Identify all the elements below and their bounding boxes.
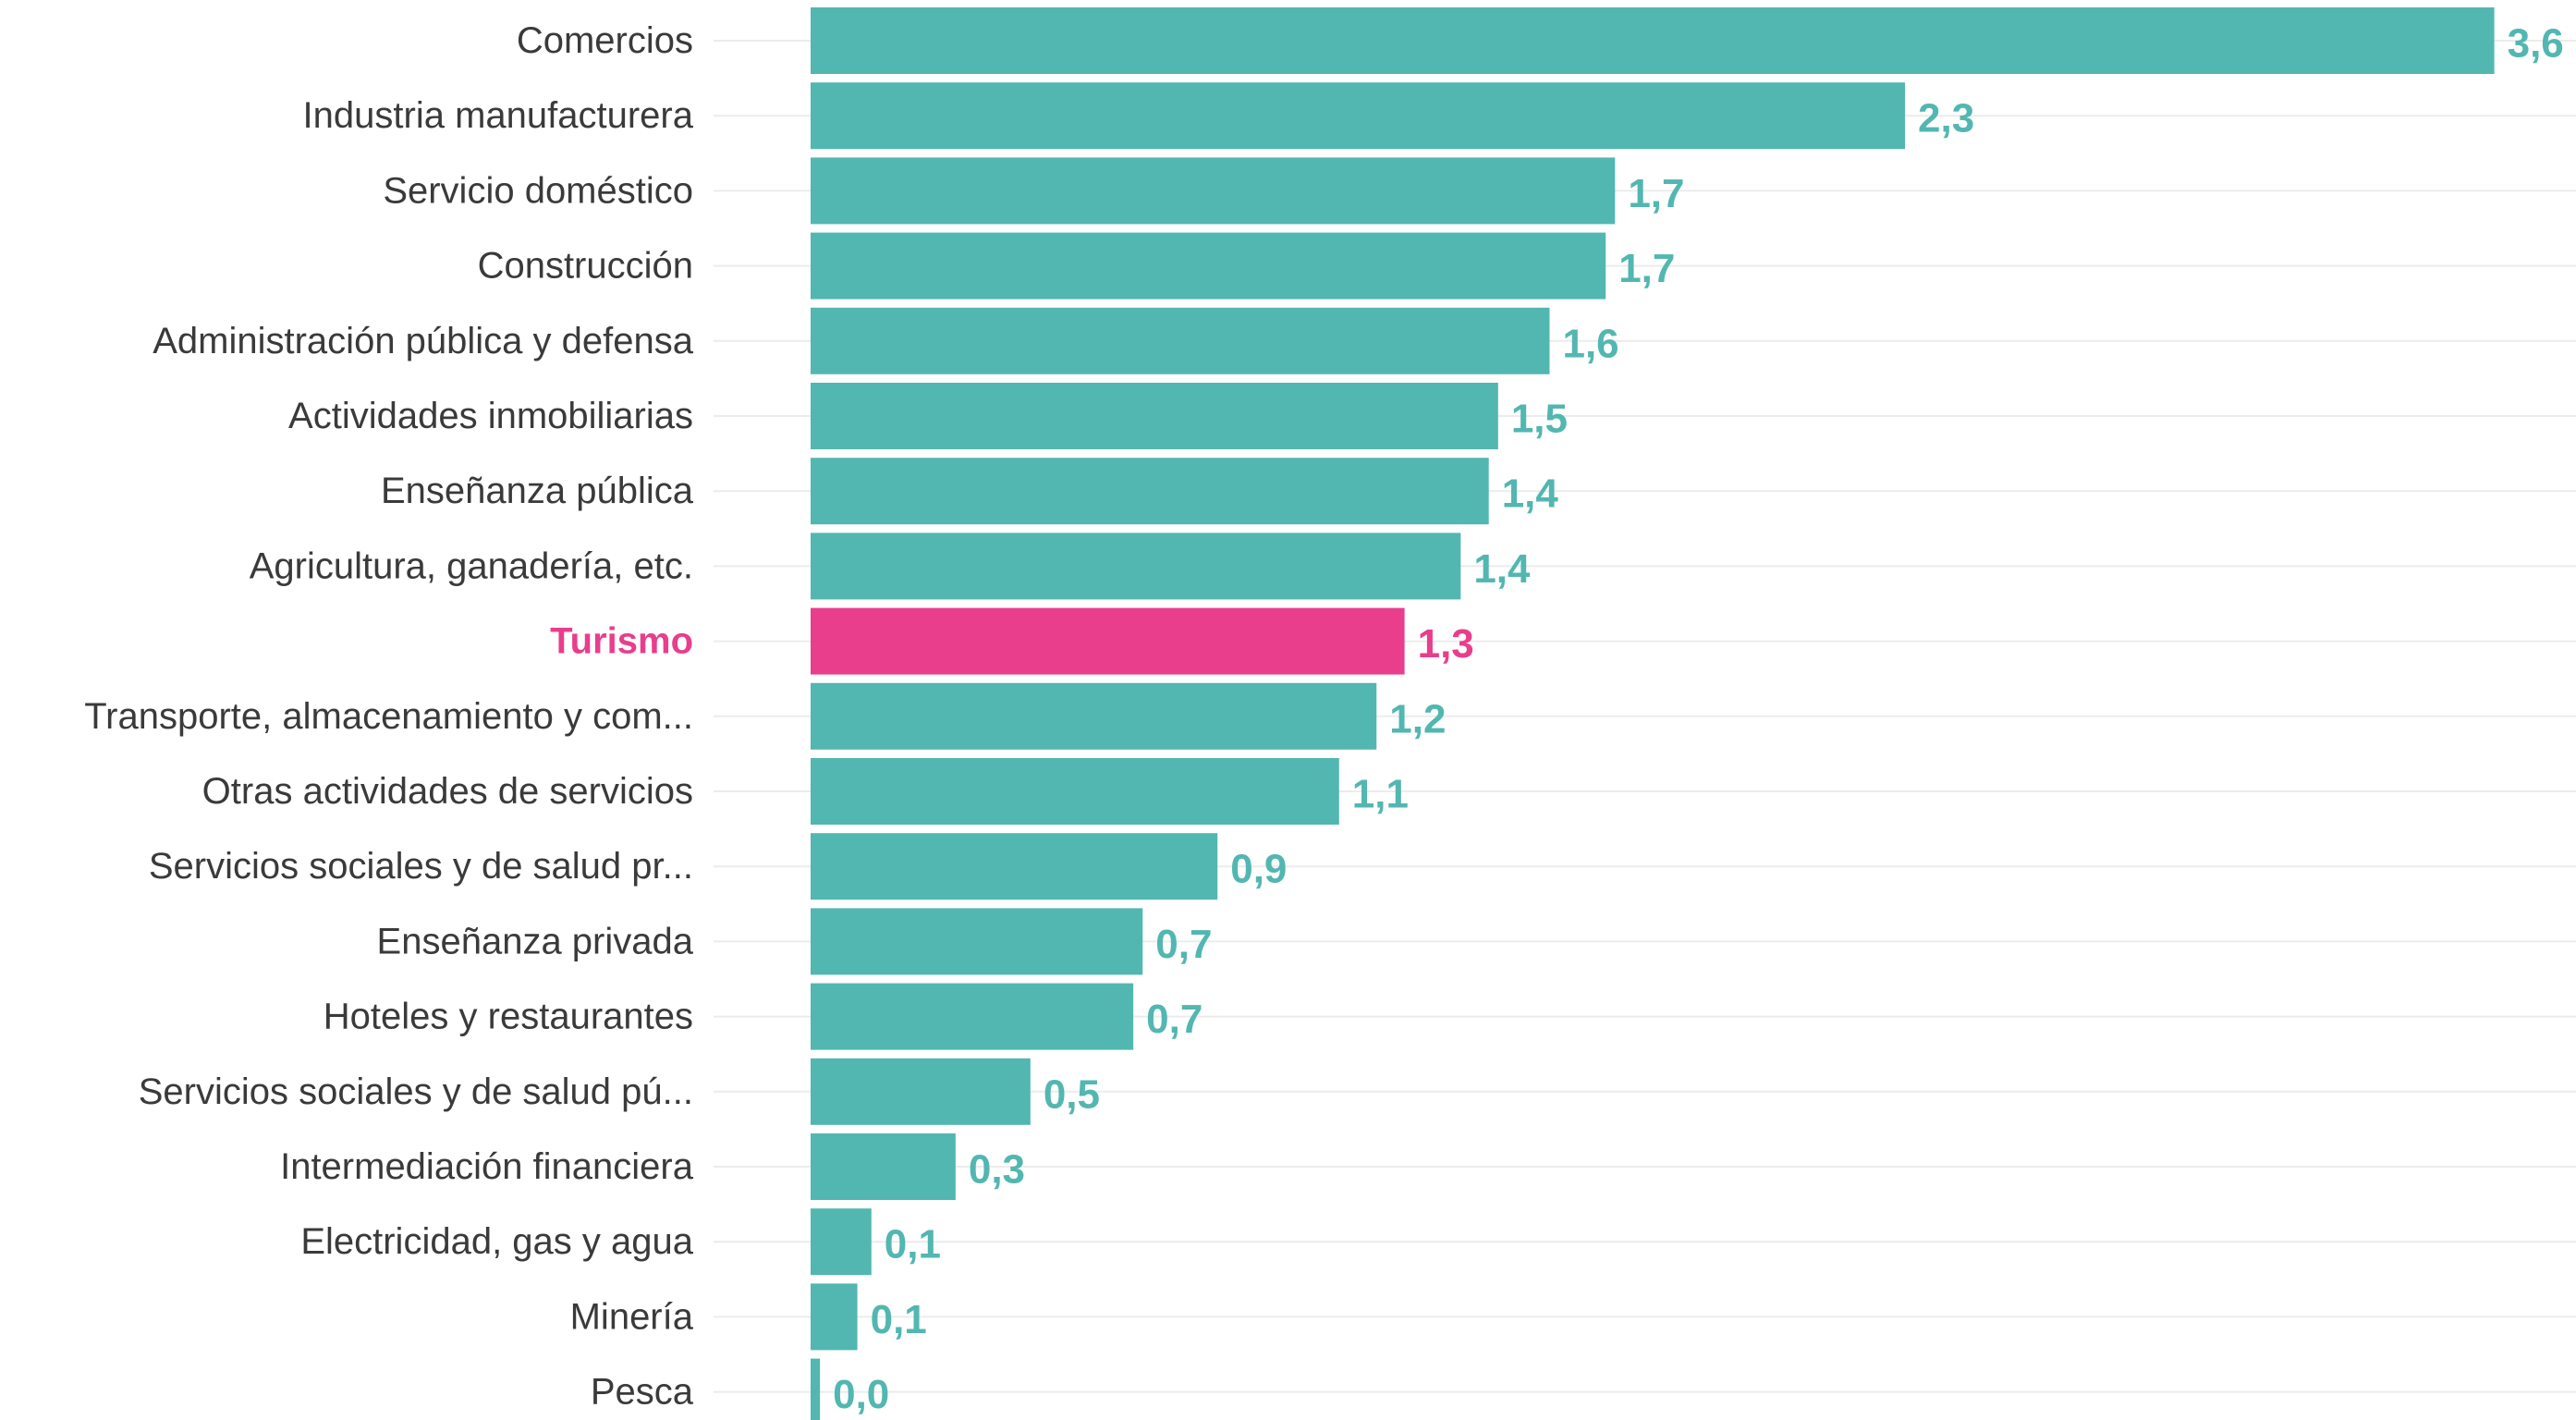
bar-hoteles-y-restaurantes <box>811 983 1134 1050</box>
category-label-actividades-inmobiliarias: Actividades inmobiliarias <box>288 396 693 436</box>
value-label-construccion: 1,7 <box>1618 246 1675 291</box>
category-label-mineria: Minería <box>570 1296 694 1337</box>
value-labels: 3,62,31,71,71,61,51,41,41,31,21,10,90,70… <box>833 21 2564 1418</box>
value-label-servicios-sociales-y-de-salud-pu: 0,5 <box>1044 1071 1100 1117</box>
category-label-servicios-sociales-y-de-salud-pu: Servicios sociales y de salud pú... <box>139 1071 693 1112</box>
value-label-intermediacion-financiera: 0,3 <box>969 1147 1025 1193</box>
value-label-servicios-sociales-y-de-salud-pr: 0,9 <box>1230 847 1287 892</box>
category-label-hoteles-y-restaurantes: Hoteles y restaurantes <box>324 997 693 1037</box>
bar-administracion-publica-y-defensa <box>811 307 1550 374</box>
value-label-ensenanza-privada: 0,7 <box>1155 922 1212 967</box>
value-label-comercios: 3,6 <box>2508 21 2564 67</box>
category-label-otras-actividades-de-servicios: Otras actividades de servicios <box>202 771 693 812</box>
category-label-construccion: Construcción <box>478 246 693 287</box>
bar-servicios-sociales-y-de-salud-pu <box>811 1058 1031 1125</box>
value-label-otras-actividades-de-servicios: 1,1 <box>1352 772 1409 817</box>
bar-ensenanza-publica <box>811 458 1489 525</box>
bar-construccion <box>811 232 1606 300</box>
bar-comercios <box>811 7 2495 74</box>
category-label-transporte-almacenamiento-y-com: Transporte, almacenamiento y com... <box>84 696 693 737</box>
bar-servicios-sociales-y-de-salud-pr <box>811 833 1218 900</box>
bar-agricultura-ganaderia-etc <box>811 532 1461 600</box>
bar-pesca <box>811 1358 821 1420</box>
value-label-ensenanza-publica: 1,4 <box>1502 471 1559 517</box>
category-label-pesca: Pesca <box>591 1372 694 1413</box>
value-label-administracion-publica-y-defensa: 1,6 <box>1562 321 1618 366</box>
value-label-electricidad-gas-y-agua: 0,1 <box>885 1222 941 1267</box>
bars <box>811 7 2495 1420</box>
value-label-mineria: 0,1 <box>871 1297 927 1342</box>
category-label-agricultura-ganaderia-etc: Agricultura, ganadería, etc. <box>250 545 693 586</box>
category-label-ensenanza-privada: Enseñanza privada <box>377 921 694 961</box>
category-label-servicio-domestico: Servicio doméstico <box>383 170 693 211</box>
category-label-industria-manufacturera: Industria manufacturera <box>303 95 694 136</box>
bar-turismo <box>811 607 1405 675</box>
category-label-electricidad-gas-y-agua: Electricidad, gas y agua <box>300 1221 693 1262</box>
category-labels: Comercios Industria manufacturera Servicio… <box>84 20 694 1413</box>
category-label-turismo: Turismo <box>550 621 693 662</box>
value-label-transporte-almacenamiento-y-com: 1,2 <box>1389 696 1446 741</box>
bar-servicio-domestico <box>811 157 1616 225</box>
value-label-servicio-domestico: 1,7 <box>1628 171 1684 216</box>
category-label-comercios: Comercios <box>517 20 693 61</box>
bar-ensenanza-privada <box>811 908 1143 975</box>
category-label-ensenanza-publica: Enseñanza pública <box>381 471 694 511</box>
category-label-intermediacion-financiera: Intermediación financiera <box>280 1146 694 1187</box>
value-label-industria-manufacturera: 2,3 <box>1918 96 1974 141</box>
bar-intermediacion-financiera <box>811 1133 956 1200</box>
value-label-hoteles-y-restaurantes: 0,7 <box>1146 997 1203 1042</box>
bar-transporte-almacenamiento-y-com <box>811 682 1377 750</box>
value-label-actividades-inmobiliarias: 1,5 <box>1511 397 1568 442</box>
bar-electricidad-gas-y-agua <box>811 1208 872 1276</box>
bar-actividades-inmobiliarias <box>811 383 1498 449</box>
bar-industria-manufacturera <box>811 82 1906 150</box>
category-label-administracion-publica-y-defensa: Administración pública y defensa <box>153 321 694 361</box>
bar-mineria <box>811 1283 858 1351</box>
category-label-servicios-sociales-y-de-salud-pr: Servicios sociales y de salud pr... <box>149 846 693 887</box>
bar-otras-actividades-de-servicios <box>811 758 1339 825</box>
value-label-turismo: 1,3 <box>1418 621 1474 667</box>
value-label-pesca: 0,0 <box>833 1372 889 1417</box>
value-label-agricultura-ganaderia-etc: 1,4 <box>1473 546 1531 592</box>
